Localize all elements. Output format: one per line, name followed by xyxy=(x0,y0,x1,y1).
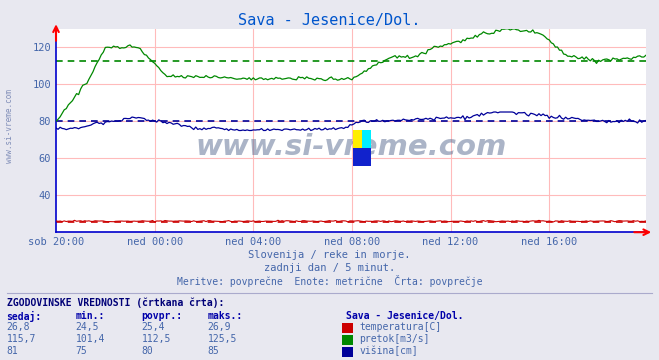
Text: sedaj:: sedaj: xyxy=(7,311,42,323)
Text: Sava - Jesenice/Dol.: Sava - Jesenice/Dol. xyxy=(346,311,463,321)
Text: temperatura[C]: temperatura[C] xyxy=(359,322,442,332)
Text: 26,8: 26,8 xyxy=(7,322,30,332)
Text: 125,5: 125,5 xyxy=(208,334,237,344)
Text: 115,7: 115,7 xyxy=(7,334,36,344)
Text: www.si-vreme.com: www.si-vreme.com xyxy=(195,133,507,161)
Text: Sava - Jesenice/Dol.: Sava - Jesenice/Dol. xyxy=(239,13,420,28)
Text: 112,5: 112,5 xyxy=(142,334,171,344)
Text: 25,4: 25,4 xyxy=(142,322,165,332)
Text: 24,5: 24,5 xyxy=(76,322,100,332)
Text: ZGODOVINSKE VREDNOSTI (črtkana črta):: ZGODOVINSKE VREDNOSTI (črtkana črta): xyxy=(7,297,224,307)
Text: 85: 85 xyxy=(208,346,219,356)
Text: min.:: min.: xyxy=(76,311,105,321)
Text: 26,9: 26,9 xyxy=(208,322,231,332)
Text: Meritve: povprečne  Enote: metrične  Črta: povprečje: Meritve: povprečne Enote: metrične Črta:… xyxy=(177,275,482,287)
Text: povpr.:: povpr.: xyxy=(142,311,183,321)
Text: zadnji dan / 5 minut.: zadnji dan / 5 minut. xyxy=(264,263,395,273)
Text: 81: 81 xyxy=(7,346,18,356)
Text: 80: 80 xyxy=(142,346,154,356)
Text: pretok[m3/s]: pretok[m3/s] xyxy=(359,334,430,344)
Text: Slovenija / reke in morje.: Slovenija / reke in morje. xyxy=(248,250,411,260)
Text: 75: 75 xyxy=(76,346,88,356)
Text: maks.:: maks.: xyxy=(208,311,243,321)
Text: višina[cm]: višina[cm] xyxy=(359,346,418,356)
Text: www.si-vreme.com: www.si-vreme.com xyxy=(5,89,14,163)
Text: 101,4: 101,4 xyxy=(76,334,105,344)
